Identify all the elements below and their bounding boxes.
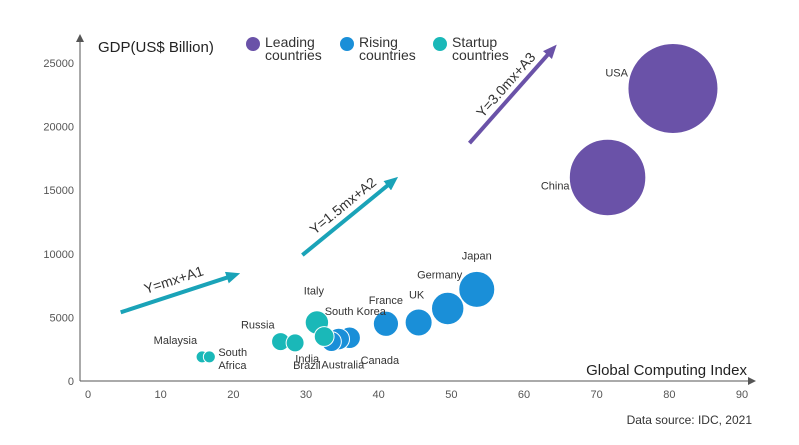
- x-tick-label: 60: [518, 389, 530, 401]
- country-label-south-africa: South Africa: [218, 347, 247, 372]
- legend: Leading countries Rising countries Start…: [246, 34, 509, 63]
- y-axis-ticks: 0 5000 10000 15000 20000 25000: [43, 58, 74, 388]
- legend-marker-startup: [433, 37, 447, 51]
- country-label-japan: Japan: [462, 250, 492, 262]
- bubble-china: [568, 138, 647, 217]
- x-tick-label: 50: [445, 389, 457, 401]
- data-source-note: Data source: IDC, 2021: [627, 413, 753, 427]
- bubble-labels: USA China Japan Germany UK France Canada South …: [154, 67, 629, 371]
- trend-arrows: Y=mx+A1Y=1.5mx+A2Y=3.0mx+A3: [120, 44, 557, 315]
- y-tick-label: 15000: [43, 185, 74, 197]
- country-label-australia: Australia: [321, 360, 365, 372]
- country-label-south-korea: South Korea: [325, 306, 387, 318]
- bubble-brazil: [285, 333, 305, 353]
- y-tick-label: 25000: [43, 58, 74, 70]
- y-tick-label: 5000: [50, 312, 74, 324]
- country-label-brazil: Brazil: [293, 360, 321, 372]
- x-tick-label: 30: [300, 389, 312, 401]
- country-label-malaysia: Malaysia: [154, 335, 198, 347]
- bubble-south-africa: [202, 350, 216, 364]
- country-label-italy: Italy: [304, 285, 325, 297]
- x-tick-label: 80: [663, 389, 675, 401]
- legend-label-leading-line2: countries: [265, 47, 322, 63]
- legend-marker-leading: [246, 37, 260, 51]
- trend-equation-label: Y=mx+A1: [142, 263, 206, 297]
- legend-label-leading: Leading: [265, 34, 315, 50]
- country-label-russia: Russia: [241, 320, 276, 332]
- bubble-france: [372, 310, 400, 337]
- x-tick-label: 0: [85, 389, 91, 401]
- legend-marker-rising: [340, 37, 354, 51]
- country-label-china: China: [541, 180, 571, 192]
- x-tick-label: 90: [736, 389, 748, 401]
- legend-label-startup-line2: countries: [452, 47, 509, 63]
- bubble-japan: [458, 270, 496, 308]
- trend-arrow: [120, 271, 241, 315]
- y-tick-label: 10000: [43, 249, 74, 261]
- bubble-india: [313, 326, 335, 347]
- x-axis-ticks: 0 10 20 30 40 50 60 70 80 90: [85, 389, 748, 401]
- x-tick-label: 70: [591, 389, 603, 401]
- y-axis-title: GDP(US$ Billion): [98, 39, 214, 56]
- trend-arrow: [468, 44, 557, 145]
- legend-label-startup: Startup: [452, 34, 497, 50]
- bubbles: [195, 42, 719, 364]
- bubble-germany: [431, 291, 465, 326]
- country-label-canada: Canada: [361, 355, 400, 367]
- country-label-india: India: [295, 353, 320, 365]
- y-tick-label: 0: [68, 376, 74, 388]
- country-label-uk: UK: [409, 289, 425, 301]
- country-label-usa: USA: [605, 67, 628, 79]
- trend-arrow: [301, 176, 399, 257]
- x-tick-label: 10: [155, 389, 167, 401]
- bubble-usa: [627, 42, 719, 134]
- x-tick-label: 20: [227, 389, 239, 401]
- legend-label-rising: Rising: [359, 34, 398, 50]
- country-label-germany: Germany: [417, 269, 463, 281]
- x-tick-label: 40: [373, 389, 385, 401]
- legend-label-rising-line2: countries: [359, 47, 416, 63]
- trend-equation-label: Y=1.5mx+A2: [306, 174, 379, 238]
- x-axis-title: Global Computing Index: [586, 362, 747, 379]
- country-label-france: France: [369, 295, 403, 307]
- y-tick-label: 20000: [43, 122, 74, 134]
- bubble-uk: [404, 308, 433, 337]
